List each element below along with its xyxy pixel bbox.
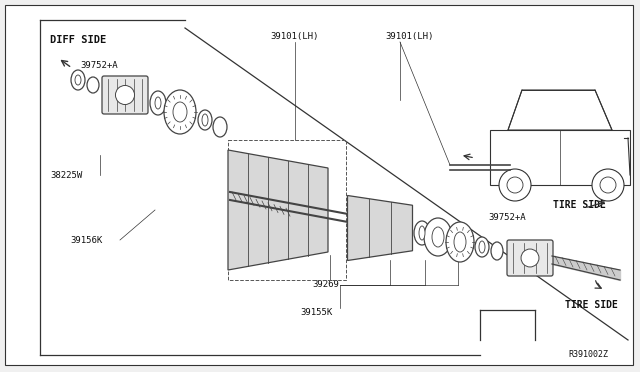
- Ellipse shape: [75, 75, 81, 85]
- Text: 38225W: 38225W: [50, 170, 83, 180]
- Polygon shape: [348, 196, 413, 260]
- Ellipse shape: [155, 97, 161, 109]
- Circle shape: [592, 169, 624, 201]
- Ellipse shape: [491, 242, 503, 260]
- Text: DIFF SIDE: DIFF SIDE: [50, 35, 106, 45]
- Text: 39269: 39269: [312, 280, 339, 289]
- Circle shape: [115, 86, 134, 105]
- Ellipse shape: [71, 70, 85, 90]
- Text: R391002Z: R391002Z: [568, 350, 608, 359]
- FancyBboxPatch shape: [507, 240, 553, 276]
- Circle shape: [499, 169, 531, 201]
- Circle shape: [521, 249, 539, 267]
- Polygon shape: [508, 90, 612, 130]
- Ellipse shape: [454, 232, 466, 252]
- Circle shape: [507, 177, 523, 193]
- Bar: [228, 140, 346, 280]
- Ellipse shape: [202, 114, 208, 126]
- Ellipse shape: [414, 221, 430, 245]
- Ellipse shape: [87, 77, 99, 93]
- Ellipse shape: [213, 117, 227, 137]
- Text: 39155K: 39155K: [300, 308, 332, 317]
- Ellipse shape: [164, 90, 196, 134]
- Polygon shape: [228, 150, 328, 270]
- Text: TIRE SIDE: TIRE SIDE: [553, 200, 606, 210]
- FancyBboxPatch shape: [490, 130, 630, 185]
- Text: 39752+A: 39752+A: [488, 213, 525, 222]
- Ellipse shape: [419, 226, 425, 240]
- Circle shape: [600, 177, 616, 193]
- Text: 39156K: 39156K: [70, 235, 102, 244]
- Text: 39101(LH): 39101(LH): [270, 32, 318, 41]
- Ellipse shape: [432, 227, 444, 247]
- Ellipse shape: [173, 102, 187, 122]
- Ellipse shape: [424, 218, 452, 256]
- Ellipse shape: [198, 110, 212, 130]
- Ellipse shape: [150, 91, 166, 115]
- Text: 39101(LH): 39101(LH): [385, 32, 433, 41]
- Ellipse shape: [446, 222, 474, 262]
- Text: TIRE SIDE: TIRE SIDE: [565, 300, 618, 310]
- FancyBboxPatch shape: [102, 76, 148, 114]
- Text: 39752+A: 39752+A: [80, 61, 118, 70]
- Ellipse shape: [475, 237, 489, 257]
- Ellipse shape: [479, 241, 485, 253]
